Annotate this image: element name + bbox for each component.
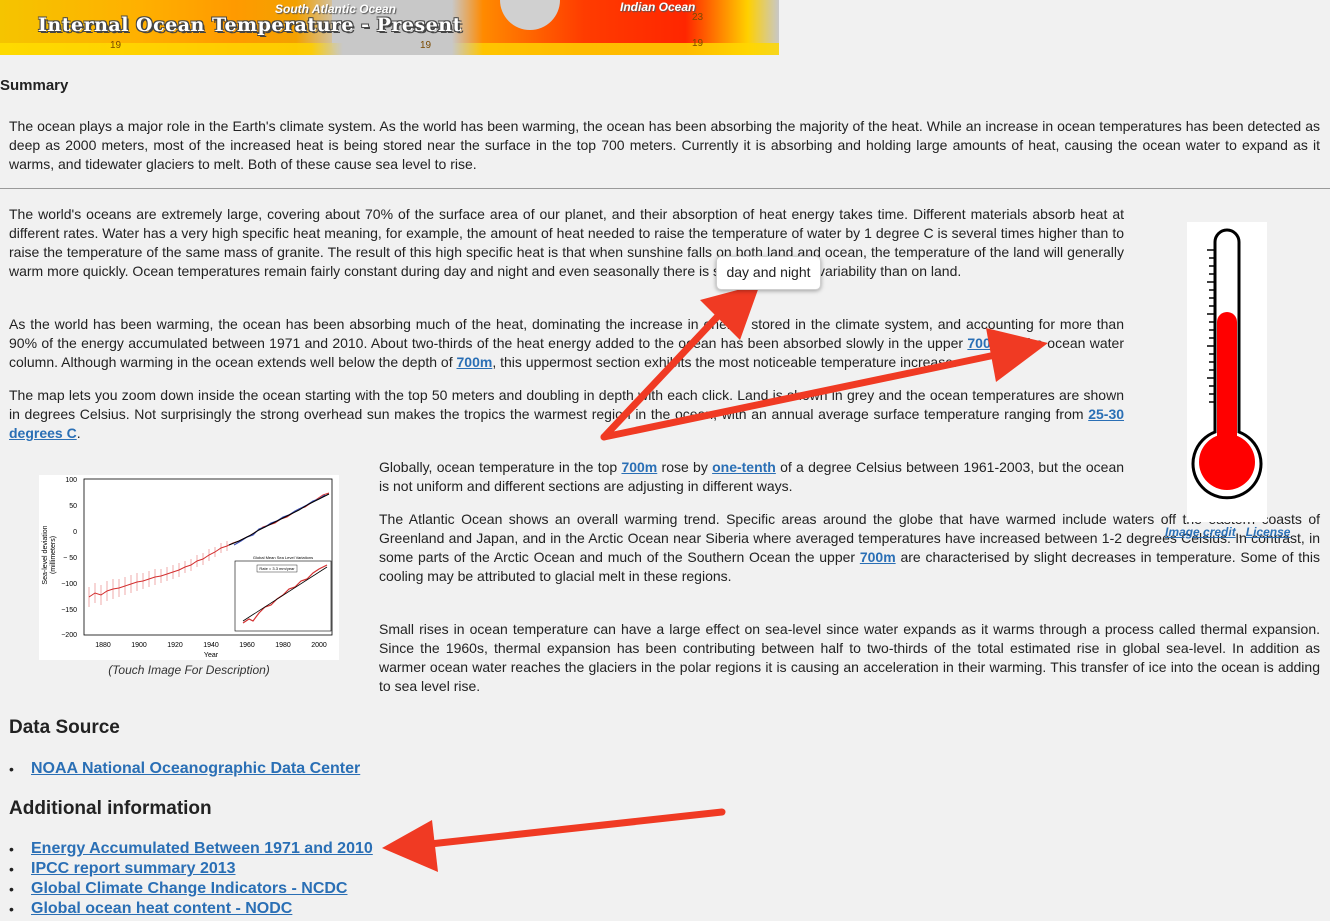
link-700m[interactable]: 700m xyxy=(456,354,493,370)
x-axis-label: Year xyxy=(204,652,219,659)
inset-title: Global Mean Sea Level Variations xyxy=(253,555,313,560)
paragraph-global-temp: Globally, ocean temperature in the top 7… xyxy=(379,458,1124,496)
list-item: IPCC report summary 2013 xyxy=(9,859,373,879)
x-tick-label: 1900 xyxy=(131,642,147,649)
x-tick-label: 1960 xyxy=(239,642,255,649)
y-tick-label: −200 xyxy=(61,632,77,639)
sea-level-chart: 100 50 0 − 50 −100 −150 −200 1880 1900 1… xyxy=(42,477,333,659)
banner-isotherm-label: 19 xyxy=(692,38,704,49)
y-tick-label: −100 xyxy=(61,581,77,588)
image-credit-link[interactable]: Image credit xyxy=(1165,525,1236,539)
inset-rate-label: Rate = 3.3 mm/year xyxy=(259,566,295,571)
paragraph-specific-heat: The world's oceans are extremely large, … xyxy=(9,205,1124,281)
banner-isotherm-band xyxy=(0,43,779,55)
summary-text: The ocean plays a major role in the Eart… xyxy=(9,118,1320,172)
x-tick-label: 1940 xyxy=(203,642,219,649)
x-tick-label: 1880 xyxy=(95,642,111,649)
paragraph-text: are characterised by slight decreases in… xyxy=(379,549,1321,584)
y-tick-label: −150 xyxy=(61,607,77,614)
thermometer-image[interactable] xyxy=(1187,222,1267,522)
list-item: Energy Accumulated Between 1971 and 2010 xyxy=(9,839,373,859)
thermometer-credit: Image credit , License xyxy=(1165,525,1290,539)
paragraph-text: The map lets you zoom down inside the oc… xyxy=(9,387,1124,422)
paragraph-text: rose by xyxy=(661,459,708,475)
banner-label-indian-ocean: Indian Ocean xyxy=(620,0,696,14)
link-700m[interactable]: 700m xyxy=(621,459,658,475)
link-700m[interactable]: 700m xyxy=(859,549,896,565)
list-item: Global ocean heat content - NODC xyxy=(9,899,373,919)
paragraph-text: of a degree Celsius between 1961-2003, b… xyxy=(379,459,1125,494)
ncdc-indicators-link[interactable]: Global Climate Change Indicators - NCDC xyxy=(31,880,348,897)
energy-accumulated-link[interactable]: Energy Accumulated Between 1971 and 2010 xyxy=(31,840,373,857)
license-link[interactable]: License xyxy=(1245,525,1291,539)
paragraph-energy: As the world has been warming, the ocean… xyxy=(9,315,1124,372)
paragraph-text: . xyxy=(76,425,81,441)
x-tick-label: 1920 xyxy=(167,642,183,649)
paragraph-text: , this uppermost section exhibits the mo… xyxy=(492,354,957,370)
link-700m[interactable]: 700m xyxy=(967,335,1004,351)
additional-info-list: Energy Accumulated Between 1971 and 2010… xyxy=(9,839,373,919)
paragraph-text: The world's oceans are extremely large, … xyxy=(9,206,1124,279)
list-item: NOAA National Oceanographic Data Center xyxy=(9,759,360,779)
x-tick-label: 1980 xyxy=(275,642,291,649)
link-one-tenth[interactable]: one-tenth xyxy=(712,459,776,475)
y-tick-label: 0 xyxy=(73,529,77,536)
ipcc-report-link[interactable]: IPCC report summary 2013 xyxy=(31,860,236,877)
y-tick-label: − 50 xyxy=(63,555,77,562)
y-axis-label: Sea-level deviation xyxy=(42,525,49,584)
y-axis-label: (millimeters) xyxy=(50,536,57,574)
link-25-30-degrees[interactable]: 25-30 degrees C xyxy=(9,406,1125,441)
data-source-list: NOAA National Oceanographic Data Center xyxy=(9,759,360,779)
credit-separator: , xyxy=(1239,525,1243,539)
arrow-head xyxy=(382,820,438,872)
paragraph-atlantic: The Atlantic Ocean shows an overall warm… xyxy=(379,510,1320,586)
banner-land-madagascar xyxy=(500,0,560,30)
paragraph-text: The Atlantic Ocean shows an overall warm… xyxy=(379,511,1320,565)
tooltip: day and night xyxy=(716,256,821,290)
list-item: Global Climate Change Indicators - NCDC xyxy=(9,879,373,899)
banner-isotherm-label: 19 xyxy=(420,40,432,51)
section-divider xyxy=(0,188,1330,189)
banner-isotherm-label: 23 xyxy=(692,12,704,23)
highlighted-phrase: day and night xyxy=(443,263,528,279)
arrow-to-energy-link xyxy=(426,808,726,848)
additional-info-heading: Additional information xyxy=(9,798,212,819)
paragraph-text: As the world has been warming, the ocean… xyxy=(9,316,1124,351)
chart-caption: (Touch Image For Description) xyxy=(108,663,270,677)
paragraph-map: The map lets you zoom down inside the oc… xyxy=(9,386,1124,443)
banner-label-south-atlantic: South Atlantic Ocean xyxy=(275,2,396,16)
banner-isotherm-label: 19 xyxy=(110,40,122,51)
sea-level-chart-image[interactable]: 100 50 0 − 50 −100 −150 −200 1880 1900 1… xyxy=(39,475,339,660)
banner-title: Internal Ocean Temperature - Present xyxy=(38,14,462,36)
thermometer-icon xyxy=(1191,228,1263,500)
data-source-heading: Data Source xyxy=(9,717,120,738)
y-tick-label: 100 xyxy=(65,477,77,484)
y-tick-label: 50 xyxy=(69,503,77,510)
header-banner: South Atlantic Ocean Indian Ocean 19 19 … xyxy=(0,0,779,55)
paragraph-sea-level: Small rises in ocean temperature can hav… xyxy=(379,621,1320,694)
x-tick-label: 2000 xyxy=(311,642,327,649)
paragraph-text: Globally, ocean temperature in the top xyxy=(379,459,618,475)
nodc-heat-content-link[interactable]: Global ocean heat content - NODC xyxy=(31,900,293,917)
summary-heading: Summary xyxy=(0,77,69,94)
noaa-link[interactable]: NOAA National Oceanographic Data Center xyxy=(31,760,361,777)
